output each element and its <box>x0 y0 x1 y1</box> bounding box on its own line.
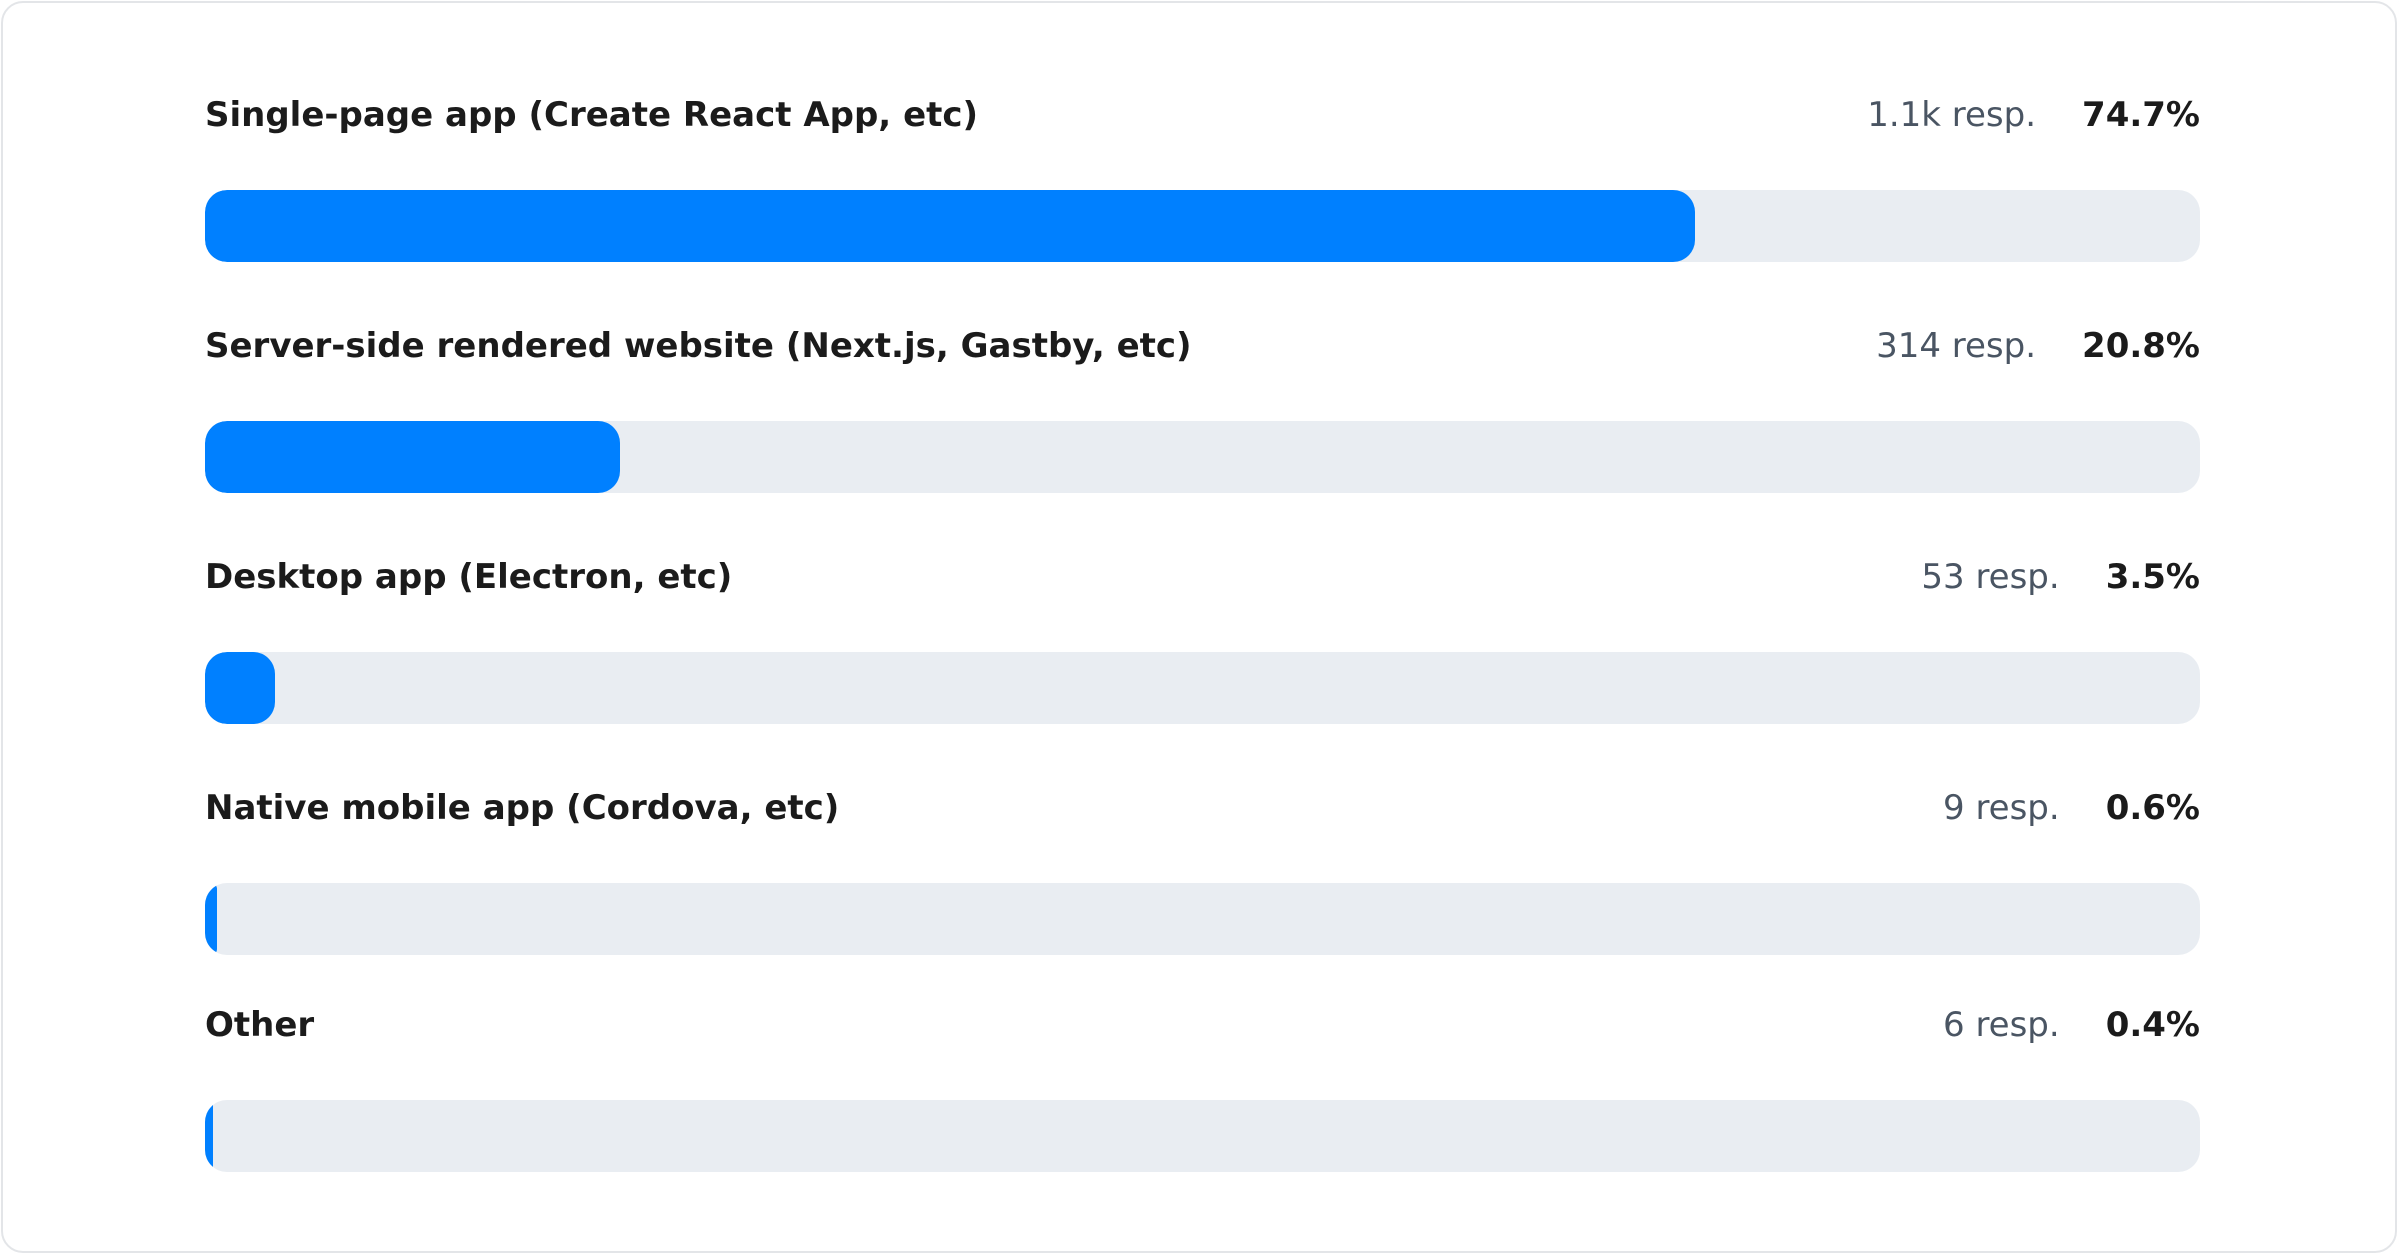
percent-label: 3.5% <box>2105 557 2200 597</box>
response-count: 53 resp. <box>1921 557 2060 597</box>
result-row-header: Single-page app (Create React App, etc) … <box>205 87 2200 159</box>
response-count: 9 resp. <box>1943 788 2060 828</box>
bar-track <box>205 190 2200 262</box>
result-row: Single-page app (Create React App, etc) … <box>205 87 2200 262</box>
bar-fill <box>205 883 217 955</box>
result-row-header: Server-side rendered website (Next.js, G… <box>205 318 2200 390</box>
result-row: Other 6 resp. 0.4% <box>205 997 2200 1172</box>
percent-label: 20.8% <box>2082 326 2200 366</box>
bar-track <box>205 883 2200 955</box>
result-row-header: Native mobile app (Cordova, etc) 9 resp.… <box>205 780 2200 852</box>
result-row-header: Other 6 resp. 0.4% <box>205 997 2200 1069</box>
result-meta: 9 resp. 0.6% <box>1943 780 2200 836</box>
result-row-header: Desktop app (Electron, etc) 53 resp. 3.5… <box>205 549 2200 621</box>
response-count: 314 resp. <box>1876 326 2037 366</box>
result-meta: 53 resp. 3.5% <box>1921 549 2200 605</box>
response-count: 1.1k resp. <box>1867 95 2037 135</box>
percent-label: 74.7% <box>2082 95 2200 135</box>
bar-fill <box>205 421 620 493</box>
percent-label: 0.6% <box>2105 788 2200 828</box>
bar-track <box>205 1100 2200 1172</box>
result-row: Desktop app (Electron, etc) 53 resp. 3.5… <box>205 549 2200 724</box>
bar-track <box>205 652 2200 724</box>
percent-label: 0.4% <box>2105 1005 2200 1045</box>
option-label: Other <box>205 1005 315 1045</box>
option-label: Native mobile app (Cordova, etc) <box>205 788 840 828</box>
option-label: Desktop app (Electron, etc) <box>205 557 733 597</box>
bar-track <box>205 421 2200 493</box>
bar-fill <box>205 1100 213 1172</box>
result-row: Server-side rendered website (Next.js, G… <box>205 318 2200 493</box>
result-meta: 6 resp. 0.4% <box>1943 997 2200 1053</box>
result-row: Native mobile app (Cordova, etc) 9 resp.… <box>205 780 2200 955</box>
result-meta: 314 resp. 20.8% <box>1876 318 2200 374</box>
response-count: 6 resp. <box>1943 1005 2060 1045</box>
bar-fill <box>205 652 275 724</box>
bar-fill <box>205 190 1696 262</box>
result-meta: 1.1k resp. 74.7% <box>1867 87 2200 143</box>
option-label: Server-side rendered website (Next.js, G… <box>205 326 1192 366</box>
option-label: Single-page app (Create React App, etc) <box>205 95 979 135</box>
